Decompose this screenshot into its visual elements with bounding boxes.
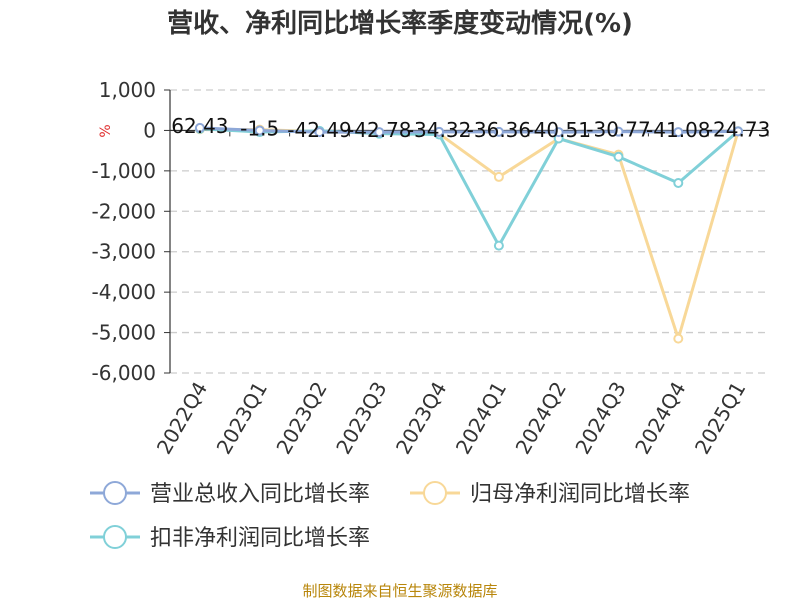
y-tick-label: -4,000 [92,280,156,304]
data-label: -42.49 [287,118,351,142]
y-tick-label: -3,000 [92,240,156,264]
y-tick-label: -5,000 [92,321,156,345]
data-point [314,127,325,138]
data-label: -40.51 [526,118,590,142]
x-tick-label: 2023Q1 [212,378,272,459]
legend-item[interactable]: 营业总收入同比增长率 [90,481,370,507]
data-point [493,171,504,182]
data-point [613,151,624,162]
series-line [199,127,740,341]
x-tick-label: 2025Q1 [690,378,750,459]
x-tick-label: 2023Q3 [331,378,391,459]
y-tick-label: 1,000 [99,78,156,102]
data-label: -30.77 [586,118,650,142]
x-tick-label: 2024Q2 [511,378,571,459]
data-point [733,126,744,137]
series-lines [194,122,744,344]
legend-label: 扣非净利润同比增长率 [150,526,370,551]
x-tick-label: 2023Q4 [391,377,451,458]
data-label: -1.5 [240,116,279,140]
data-label: -41.08 [646,118,710,142]
x-tick-label: 2024Q4 [630,378,690,459]
x-tick-label: 2024Q1 [451,378,511,459]
legend-marker [103,525,127,549]
y-tick-label: -1,000 [92,159,156,183]
legend-marker [103,481,127,505]
series-line [199,126,739,134]
data-point [493,126,504,137]
x-tick-label: 2022Q4 [152,378,212,459]
y-tick-label: -6,000 [92,361,156,385]
legend-item[interactable]: 扣非净利润同比增长率 [90,525,370,551]
source-note: 制图数据来自恒生聚源数据库 [302,582,497,600]
data-point [194,122,205,133]
legend-label: 营业总收入同比增长率 [150,482,370,507]
data-labels: 62.43 -1.5 -42.49-42.78-34.32-36.36-40.51-… [171,114,770,142]
chart-title: 营收、净利同比增长率季度变动情况(%) [167,8,633,39]
data-point [493,240,504,251]
data-point [673,177,684,188]
y-tick-label: 0 [143,118,156,142]
y-axis: 1,000 0 -1,000 -2,000 -3,000 -4,000 -5,000 -6,0… [92,78,171,385]
x-tick-label: 2023Q2 [271,378,331,459]
data-label: -42.78 [347,118,411,142]
legend-item[interactable]: 归母净利润同比增长率 [410,481,690,507]
data-point [374,127,385,138]
data-point [673,333,684,344]
data-label: -36.36 [467,118,531,142]
data-point [254,125,265,136]
data-point [434,126,445,137]
data-point [613,126,624,137]
y-axis-unit: % [98,124,114,137]
data-label: -34.32 [407,118,471,142]
series-line [199,127,740,248]
data-label: -24.73 [706,117,770,141]
legend-marker [423,481,447,505]
data-point [673,127,684,138]
legend-label: 归母净利润同比增长率 [470,482,690,507]
y-tick-label: -2,000 [92,199,156,223]
data-label: 62.43 [171,114,228,138]
x-tick-label: 2024Q3 [570,378,630,459]
data-point [553,127,564,138]
